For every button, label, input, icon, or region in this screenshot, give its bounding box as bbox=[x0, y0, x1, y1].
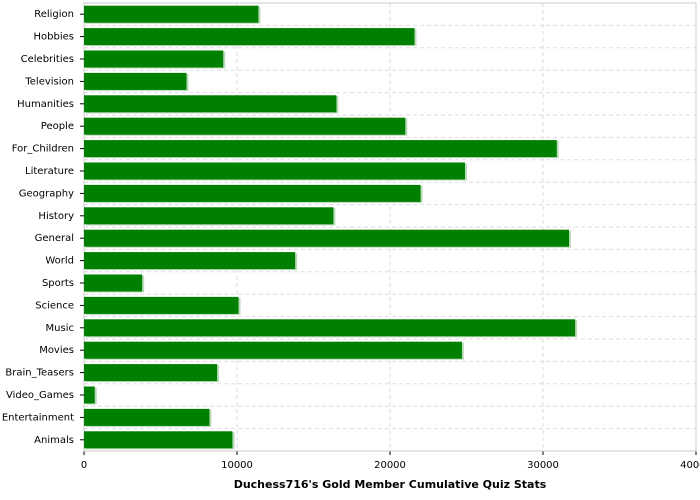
y-tick-label: Religion bbox=[34, 9, 74, 20]
bar bbox=[84, 95, 337, 113]
plot-border bbox=[83, 2, 697, 452]
bar bbox=[84, 341, 462, 359]
bar bbox=[84, 229, 570, 247]
bar bbox=[84, 72, 187, 90]
chart-title: Duchess716's Gold Member Cumulative Quiz… bbox=[234, 478, 547, 491]
y-tick-label: World bbox=[45, 256, 74, 267]
bar bbox=[84, 28, 415, 46]
x-tick-label: 10000 bbox=[221, 460, 253, 471]
bar bbox=[84, 296, 239, 314]
y-tick-label: Video_Games bbox=[6, 390, 74, 401]
bar bbox=[84, 207, 334, 225]
bar bbox=[84, 5, 259, 23]
y-tick-label: Humanities bbox=[17, 99, 74, 110]
x-tick-label: 40000 bbox=[680, 460, 700, 471]
y-tick-label: Music bbox=[46, 323, 74, 334]
bar bbox=[84, 252, 296, 270]
y-tick-label: History bbox=[38, 211, 74, 222]
y-tick-label: Brain_Teasers bbox=[5, 368, 74, 379]
y-tick-label: Movies bbox=[39, 345, 74, 356]
y-tick-label: Literature bbox=[25, 166, 74, 177]
y-tick-label: Science bbox=[35, 300, 74, 311]
x-tick-label: 20000 bbox=[374, 460, 406, 471]
y-tick-label: Geography bbox=[19, 188, 74, 199]
bar bbox=[84, 162, 465, 180]
bar bbox=[84, 50, 224, 68]
y-tick-label: Sports bbox=[42, 278, 74, 289]
bar bbox=[84, 386, 95, 404]
y-tick-label: General bbox=[35, 233, 74, 244]
y-tick-label: Celebrities bbox=[21, 54, 74, 65]
bar bbox=[84, 184, 421, 202]
y-tick-label: Animals bbox=[34, 435, 74, 446]
bar bbox=[84, 117, 406, 135]
y-tick-label: Entertainment bbox=[2, 412, 74, 423]
y-tick-label: Television bbox=[24, 76, 74, 87]
x-tick-label: 0 bbox=[81, 460, 87, 471]
x-tick-label: 30000 bbox=[527, 460, 559, 471]
bar bbox=[84, 408, 210, 426]
bar bbox=[84, 364, 218, 382]
bar bbox=[84, 140, 557, 158]
bar bbox=[84, 274, 143, 292]
bar bbox=[84, 431, 233, 449]
y-tick-label: For_Children bbox=[12, 144, 74, 155]
bar bbox=[84, 319, 576, 337]
y-tick-label: Hobbies bbox=[34, 32, 74, 43]
y-tick-label: People bbox=[41, 121, 74, 132]
